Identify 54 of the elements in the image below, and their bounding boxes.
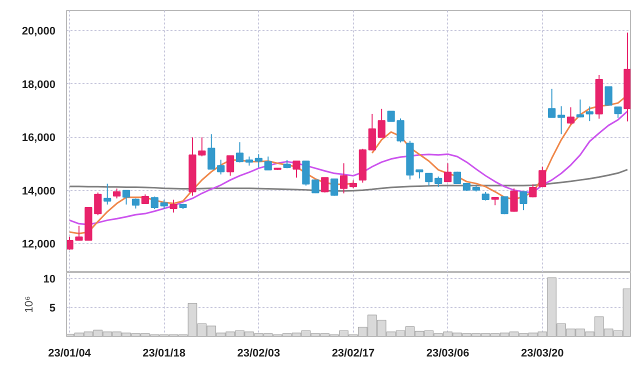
x-tick-label: 23/02/03	[237, 348, 280, 360]
candlestick	[444, 162, 452, 182]
candlestick	[104, 183, 112, 206]
candlestick	[113, 188, 121, 199]
line-series	[68, 110, 628, 226]
candlestick	[208, 134, 216, 170]
candlestick	[500, 196, 508, 215]
candlestick	[198, 136, 206, 157]
x-tick-label: 23/03/20	[520, 348, 564, 360]
candlestick	[141, 194, 149, 204]
x-tick-label: 23/01/18	[142, 348, 186, 360]
candlestick	[170, 199, 178, 214]
candlestick	[94, 192, 102, 216]
candlestick	[150, 196, 158, 210]
candlestick	[264, 156, 272, 170]
candlestick	[586, 106, 594, 122]
candlestick	[330, 178, 338, 196]
x-tick-label: 23/01/04	[48, 348, 92, 360]
candlestick	[614, 106, 622, 118]
candlestick	[425, 172, 433, 186]
candlestick	[368, 113, 376, 151]
candlestick	[538, 166, 546, 188]
candlestick	[321, 177, 329, 194]
y-tick-label: 12,000	[22, 238, 56, 251]
candlestick	[340, 162, 348, 194]
candlestick	[520, 191, 528, 211]
candlestick	[122, 190, 130, 206]
candlestick	[226, 155, 234, 176]
candlestick	[510, 188, 518, 212]
candlestick	[160, 199, 168, 210]
candlestick	[576, 99, 584, 118]
y-axis-title: 10⁶	[23, 296, 36, 313]
candlestick	[378, 108, 386, 138]
y-tick-label: 14,000	[22, 185, 56, 198]
candlestick	[566, 106, 575, 125]
candlestick	[217, 159, 225, 175]
candlestick	[529, 184, 537, 198]
candlestick	[292, 160, 300, 178]
line-series	[68, 168, 628, 192]
candlestick	[557, 106, 566, 135]
y-tick-label: 18,000	[22, 78, 56, 91]
candlestick	[604, 86, 612, 106]
candlestick	[245, 156, 254, 166]
y-tick-label: 5	[49, 302, 56, 314]
candlestick	[548, 88, 556, 118]
x-tick-label: 23/03/06	[426, 348, 470, 360]
y-tick-label: 20,000	[22, 25, 56, 38]
candlestick	[66, 236, 74, 250]
y-tick-label: 10	[43, 273, 56, 286]
candlestick	[434, 176, 442, 188]
candlestick	[236, 142, 244, 163]
candlestick	[254, 154, 262, 168]
x-tick-label: 23/02/17	[332, 348, 375, 360]
y-tick-label: 16,000	[22, 132, 56, 144]
